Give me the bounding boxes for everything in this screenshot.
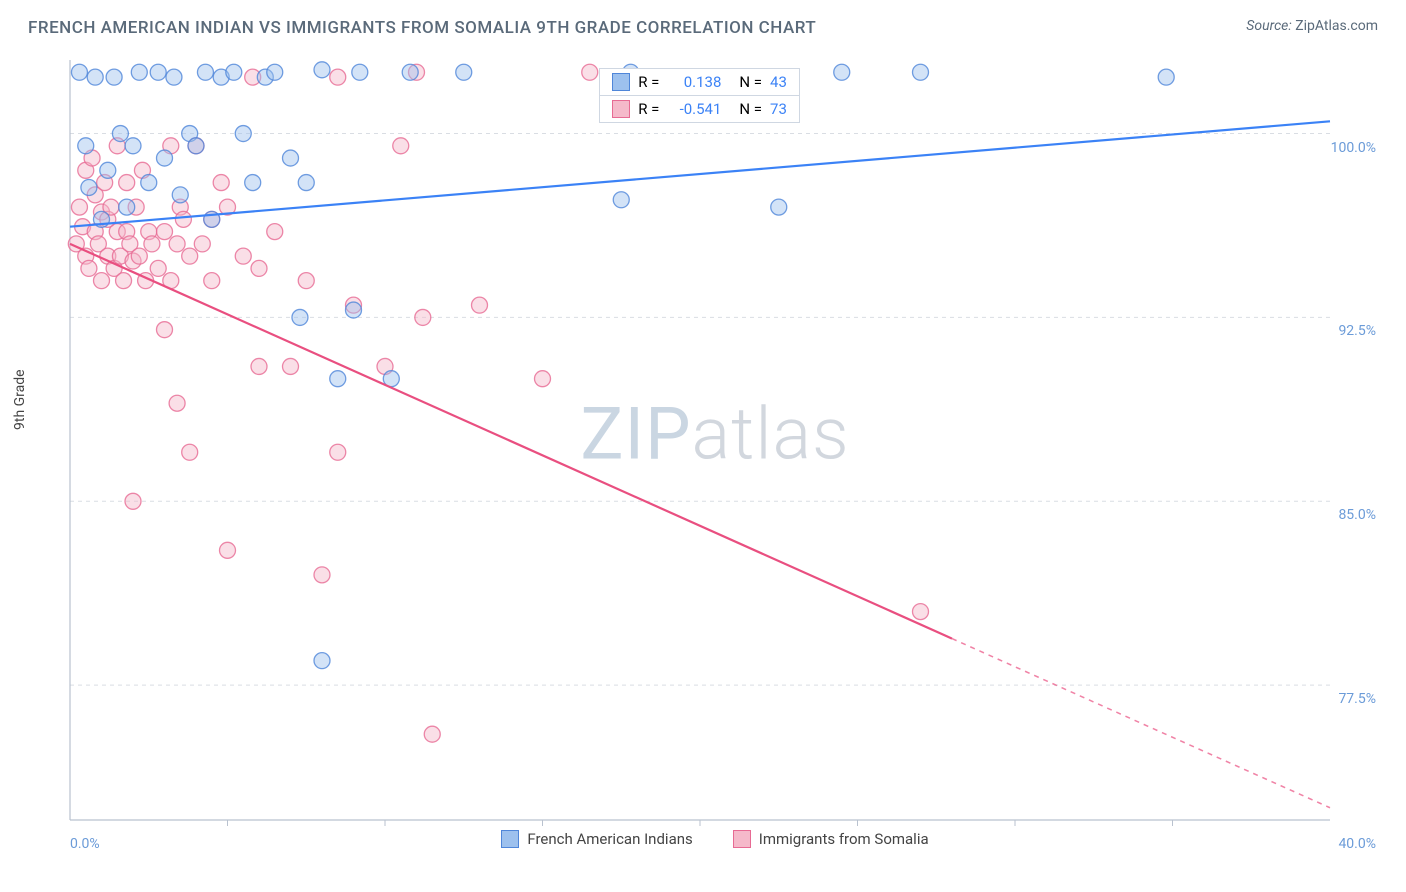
legend-swatch [733,830,751,848]
chart-plot-area: ZIPatlas R =0.138N =43R =-0.541N =73 77.… [50,55,1380,845]
y-tick-label: 77.5% [1338,691,1376,707]
legend-n-value: 73 [770,100,787,118]
chart-header: FRENCH AMERICAN INDIAN VS IMMIGRANTS FRO… [0,0,1406,46]
legend-n-label: N = [739,73,762,91]
y-tick-label: 85.0% [1338,507,1376,523]
legend-swatch [612,73,630,91]
legend-swatch [612,100,630,118]
scatter-chart-svg [50,55,1380,845]
source-value: ZipAtlas.com [1295,18,1378,34]
source-label: Source: [1246,18,1291,34]
y-tick-label: 100.0% [1331,140,1376,156]
series-legend-item: Immigrants from Somalia [733,830,929,848]
series-legend: French American Indians Immigrants from S… [50,830,1380,848]
y-tick-label: 92.5% [1338,323,1376,339]
legend-r-value: -0.541 [667,100,721,118]
legend-r-value: 0.138 [667,73,721,91]
legend-r-label: R = [638,73,659,91]
y-axis-label: 9th Grade [12,369,28,430]
legend-stats-row: R = -0.541 N = 73 [599,95,800,123]
legend-stats-row: R = 0.138 N = 43 [599,68,800,96]
legend-r-label: R = [638,100,659,118]
legend-n-value: 43 [770,73,787,91]
chart-title: FRENCH AMERICAN INDIAN VS IMMIGRANTS FRO… [28,18,816,38]
correlation-legend: R = 0.138 N = 43 R = -0.541 N = 73 [599,68,800,122]
series-legend-label: French American Indians [527,830,692,848]
series-legend-label: Immigrants from Somalia [759,830,929,848]
legend-n-label: N = [739,100,762,118]
chart-source: Source: ZipAtlas.com [1246,18,1378,34]
legend-swatch [501,830,519,848]
series-legend-item: French American Indians [501,830,692,848]
